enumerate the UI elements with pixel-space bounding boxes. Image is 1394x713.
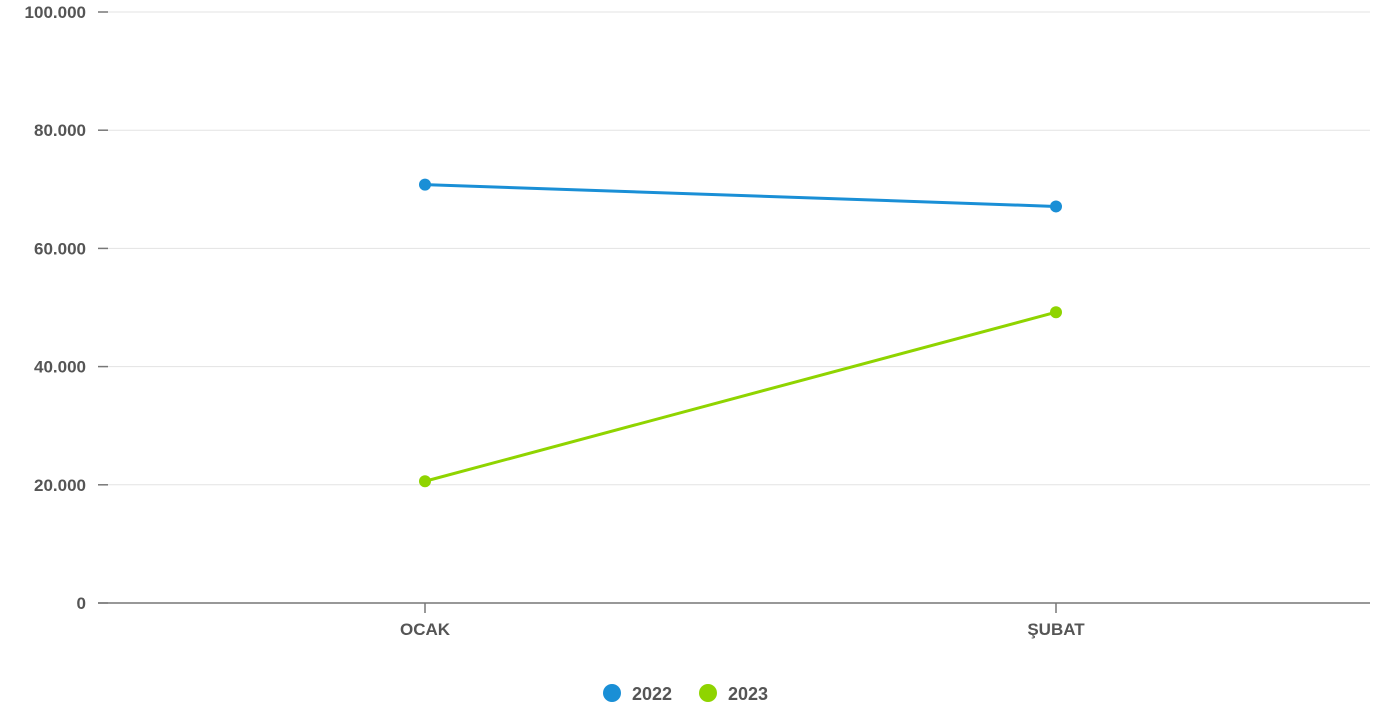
data-point-2023-ŞUBAT[interactable]: [1050, 306, 1062, 319]
data-point-2022-ŞUBAT[interactable]: [1050, 200, 1062, 213]
y-tick-label: 80.000: [34, 121, 86, 140]
legend: 2022 2023: [603, 684, 768, 704]
y-tick-label: 60.000: [34, 239, 86, 258]
data-point-2023-OCAK[interactable]: [419, 475, 431, 488]
series-line-2023: [423, 310, 1058, 483]
axes: 0 20.000 40.000 60.000 80.000 100.000 OCAK ŞUBA…: [25, 3, 1370, 639]
legend-marker-icon: [603, 684, 621, 702]
x-tick-label: ŞUBAT: [1027, 620, 1085, 639]
y-tick-label: 40.000: [34, 358, 86, 377]
y-tick-label: 20.000: [34, 476, 86, 495]
series-layer: [419, 178, 1062, 488]
legend-label: 2023: [728, 684, 768, 704]
legend-label: 2022: [632, 684, 672, 704]
legend-item-2022[interactable]: 2022: [603, 684, 672, 704]
y-tick-label: 0: [77, 594, 86, 613]
legend-item-2023[interactable]: 2023: [699, 684, 768, 704]
x-tick-label: OCAK: [400, 620, 451, 639]
y-tick-label: 100.000: [25, 3, 86, 22]
data-point-2022-OCAK[interactable]: [419, 178, 431, 191]
series-line-2022: [423, 183, 1058, 208]
gridlines: [108, 11, 1370, 486]
legend-marker-icon: [699, 684, 717, 702]
